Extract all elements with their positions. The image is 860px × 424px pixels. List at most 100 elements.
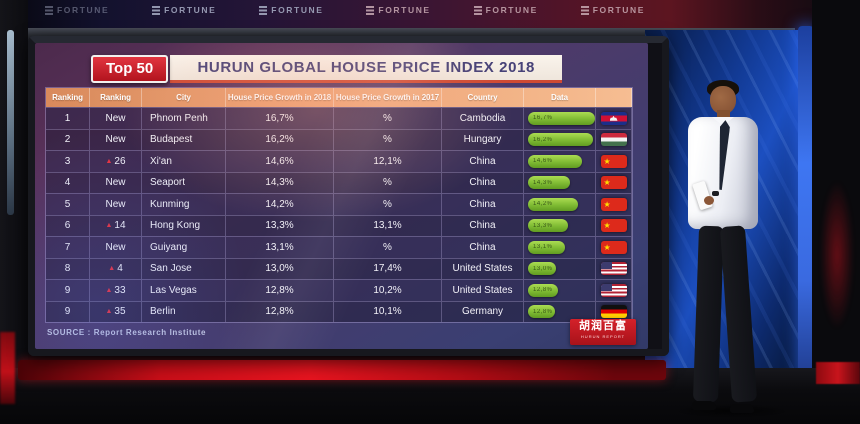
growth-bar-label: 13,3% <box>533 222 553 229</box>
fortune-logo: FORTUNE <box>45 5 109 15</box>
city-cell: Xi'an <box>142 151 226 172</box>
growth-bar: 13,3% <box>528 219 568 233</box>
red-wall-glow <box>820 180 854 330</box>
rank-cell: 1 <box>46 108 90 129</box>
fortune-f-icon <box>45 5 53 15</box>
rank-change-cell: New <box>90 237 142 258</box>
growth-2017-cell: 13,1% <box>334 215 442 236</box>
flag-cell: ★ <box>596 237 632 258</box>
hungary-flag-icon <box>600 133 627 147</box>
fortune-f-icon <box>152 5 161 15</box>
rank-change-cell: ▲ 33 <box>90 280 142 301</box>
growth-bar-label: 14,6% <box>533 158 553 165</box>
fortune-logo-label: FORTUNE <box>485 5 538 15</box>
title-row: Top 50 HURUN GLOBAL HOUSE PRICE INDEX 20… <box>91 55 563 83</box>
fortune-logo: FORTUNE <box>580 5 645 15</box>
presenter-hand <box>704 196 714 205</box>
fortune-logo: FORTUNE <box>473 5 538 15</box>
country-cell: China <box>442 215 524 236</box>
rank-change-label: New <box>105 134 126 146</box>
growth-bar: 16,7% <box>528 111 595 125</box>
growth-bar: 12,8% <box>528 305 555 319</box>
flag-cell: ★ <box>596 172 632 193</box>
data-bar-cell: 14,6% <box>524 151 596 172</box>
flag-cell <box>596 129 632 150</box>
growth-2018-cell: 16,2% <box>226 129 334 150</box>
rank-cell: 4 <box>46 172 90 193</box>
china-flag-icon: ★ <box>600 154 627 168</box>
rank-change-cell: ▲ 4 <box>90 258 142 279</box>
rank-change-cell: ▲ 14 <box>90 215 142 236</box>
city-cell: Las Vegas <box>142 280 226 301</box>
flag-cell <box>596 108 632 129</box>
growth-bar: 13,0% <box>528 262 557 276</box>
presenter-collar <box>712 117 734 126</box>
rank-change-label: 26 <box>114 155 126 167</box>
rank-cell: 2 <box>46 129 90 150</box>
red-led-strip <box>18 360 666 380</box>
growth-2017-cell: % <box>334 108 442 129</box>
china-flag-icon: ★ <box>600 176 627 190</box>
country-cell: Germany <box>442 301 524 322</box>
country-cell: China <box>442 194 524 215</box>
up-arrow-icon: ▲ <box>105 222 113 230</box>
flag-emblem: ★ <box>603 156 611 166</box>
column-header: City <box>142 88 226 107</box>
growth-2018-cell: 13,1% <box>226 237 334 258</box>
growth-2018-cell: 14,2% <box>226 194 334 215</box>
table-row: 9 ▲ 35 Berlin 12,8% 10,1% Germany 12,8% <box>46 300 632 322</box>
presenter-watch <box>712 191 719 196</box>
growth-bar-label: 16,2% <box>533 136 553 143</box>
rank-change-cell: New <box>90 172 142 193</box>
country-cell: China <box>442 151 524 172</box>
rank-change-label: New <box>105 241 126 253</box>
city-cell: San Jose <box>142 258 226 279</box>
growth-2018-cell: 14,6% <box>226 151 334 172</box>
table-row: 6 ▲ 14 Hong Kong 13,3% 13,1% China 13,3% ★ <box>46 214 632 236</box>
cambodia-flag-icon <box>600 111 627 125</box>
column-header: House Price Growth in 2017 <box>334 88 442 107</box>
growth-bar-label: 14,2% <box>533 201 553 208</box>
united-states-flag-icon <box>600 262 627 276</box>
rank-change-label: New <box>105 112 126 124</box>
china-flag-icon: ★ <box>600 240 627 254</box>
rank-change-label: New <box>105 198 126 210</box>
growth-bar-label: 13,0% <box>533 265 553 272</box>
rank-change-label: New <box>105 177 126 189</box>
presenter-leg <box>692 225 725 403</box>
rank-change-label: 4 <box>117 263 123 275</box>
column-header: Data <box>524 88 596 107</box>
presenter <box>652 76 792 420</box>
rank-cell: 6 <box>46 215 90 236</box>
rank-cell: 9 <box>46 301 90 322</box>
flag-cell: ★ <box>596 215 632 236</box>
fortune-logo: FORTUNE <box>366 5 430 15</box>
table-body: 1 New Phnom Penh 16,7%% Cambodia 16,7% 2 New Bud… <box>46 107 632 322</box>
top50-badge: Top 50 <box>91 55 169 83</box>
city-cell: Phnom Penh <box>142 108 226 129</box>
page-title: HURUN GLOBAL HOUSE PRICE INDEX 2018 <box>170 55 563 83</box>
rank-change-cell: ▲ 26 <box>90 151 142 172</box>
rank-change-cell: New <box>90 108 142 129</box>
table-row: 4 New Seaport 14,3%% China 14,3% ★ <box>46 171 632 193</box>
hurun-logo: 胡润百富 HURUN REPORT <box>570 319 636 345</box>
table-row: 7 New Guiyang 13,1%% China 13,1% ★ <box>46 236 632 258</box>
city-cell: Berlin <box>142 301 226 322</box>
flag-emblem: ★ <box>603 178 611 188</box>
growth-2018-cell: 13,3% <box>226 215 334 236</box>
column-header <box>596 88 632 107</box>
city-cell: Budapest <box>142 129 226 150</box>
country-cell: United States <box>442 280 524 301</box>
data-bar-cell: 16,2% <box>524 129 596 150</box>
flag-cell: ★ <box>596 151 632 172</box>
country-cell: China <box>442 172 524 193</box>
screen-content: Top 50 HURUN GLOBAL HOUSE PRICE INDEX 20… <box>35 43 648 349</box>
data-bar-cell: 13,1% <box>524 237 596 258</box>
growth-2018-cell: 13,0% <box>226 258 334 279</box>
table-row: 1 New Phnom Penh 16,7%% Cambodia 16,7% <box>46 107 632 129</box>
growth-bar: 14,6% <box>528 154 582 168</box>
growth-2017-cell: % <box>334 172 442 193</box>
fortune-logo: FORTUNE <box>259 5 323 15</box>
growth-bar: 16,2% <box>528 133 593 147</box>
